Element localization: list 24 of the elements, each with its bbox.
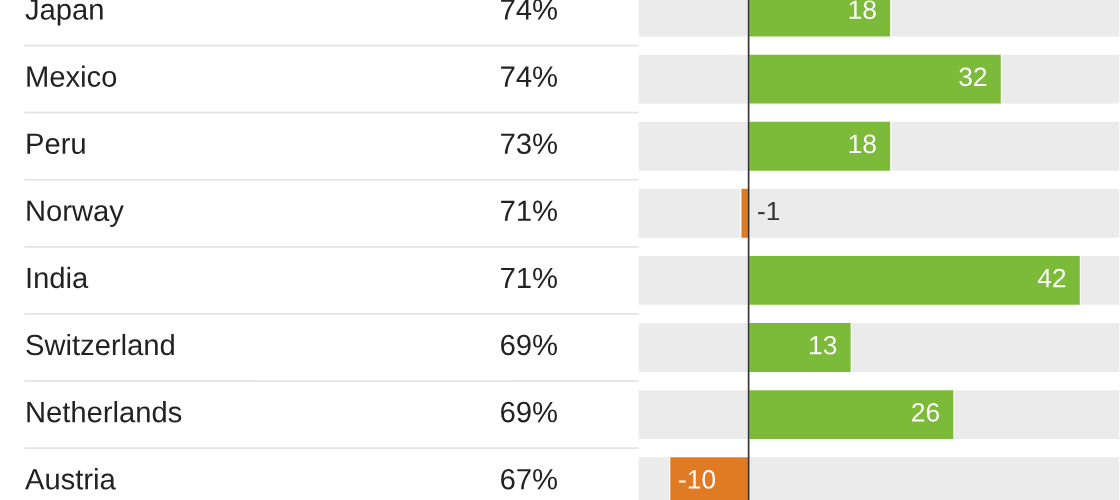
data-label: 18 [849, 134, 876, 154]
text: 74% [501, 66, 557, 87]
text: 71% [501, 267, 557, 289]
y-tick-label: Austria [25, 468, 116, 490]
text: 69% [501, 334, 557, 356]
data-label: 32 [959, 67, 987, 87]
text: 73% [501, 133, 557, 155]
text: 71% [501, 200, 557, 222]
data-label: 42 [1037, 268, 1066, 288]
data-label: -10 [679, 470, 716, 489]
y-tick-label: Switzerland [26, 333, 174, 356]
text: 67% [501, 468, 557, 490]
data-label: 13 [810, 335, 837, 355]
text: 69% [501, 401, 557, 423]
y-tick-label: India [27, 266, 89, 289]
data-label: 26 [912, 403, 940, 422]
data-label: -1 [758, 201, 780, 221]
y-tick-label: Mexico [27, 65, 117, 87]
data-label: 18 [849, 0, 876, 20]
y-tick-label: Norway [27, 200, 124, 227]
y-tick-label: Netherlands [27, 401, 182, 423]
y-tick-label: Japan [25, 0, 103, 26]
y-tick-label: Peru [27, 133, 85, 155]
text: 74% [501, 0, 557, 20]
